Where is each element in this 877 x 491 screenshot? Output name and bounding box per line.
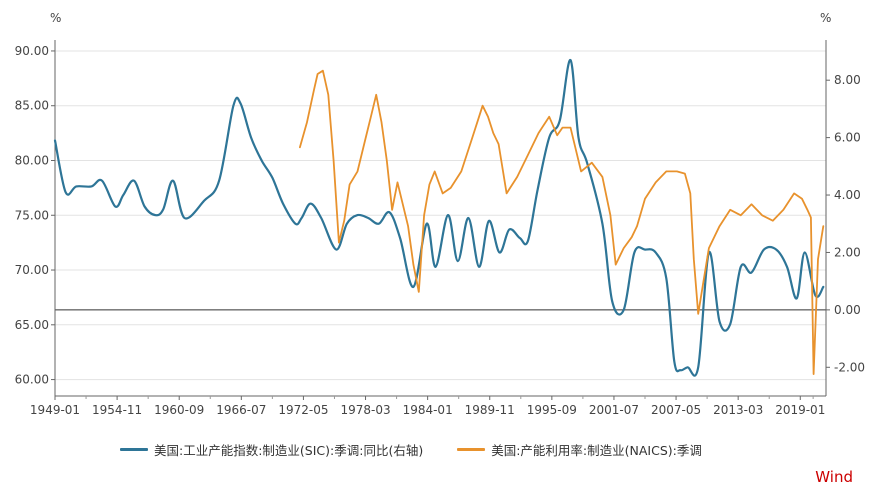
x-tick-label-6: 1984-01 <box>403 403 453 417</box>
left-axis-unit: % <box>50 11 61 25</box>
x-tick-label-3: 1966-07 <box>216 403 266 417</box>
left-tick-label-5: 85.00 <box>15 99 49 113</box>
legend-swatch-capacity-index <box>120 447 148 451</box>
left-tick-label-6: 90.00 <box>15 44 49 58</box>
wind-watermark: Wind <box>815 468 853 486</box>
x-tick-label-5: 1978-03 <box>340 403 390 417</box>
x-tick-label-9: 2001-07 <box>589 403 639 417</box>
x-tick-label-2: 1960-09 <box>154 403 204 417</box>
legend-item-capacity-index[interactable]: 美国:工业产能指数:制造业(SIC):季调:同比(右轴) <box>120 440 423 459</box>
right-tick-label-4: 6.00 <box>834 131 861 145</box>
x-tick-label-11: 2013-03 <box>713 403 763 417</box>
x-tick-label-7: 1989-11 <box>465 403 515 417</box>
right-tick-label-1: 0.00 <box>834 303 861 317</box>
legend-swatch-utilization-rate <box>457 447 486 451</box>
left-tick-label-3: 75.00 <box>15 208 49 222</box>
right-tick-label-2: 2.00 <box>834 245 861 259</box>
right-tick-label-3: 4.00 <box>834 188 861 202</box>
x-tick-label-0: 1949-01 <box>30 403 80 417</box>
left-tick-label-2: 70.00 <box>15 263 49 277</box>
left-tick-label-1: 65.00 <box>15 318 49 332</box>
axis-layer: 60.00 65.00 70.00 75.00 80.00 85.00 90.00 -2.00… <box>15 40 865 417</box>
legend-item-utilization-rate[interactable]: 美国:产能利用率:制造业(NAICS):季调 <box>457 440 702 459</box>
x-tick-label-10: 2007-05 <box>651 403 701 417</box>
x-tick-label-8: 1995-09 <box>527 403 577 417</box>
right-tick-label-5: 8.00 <box>834 73 861 87</box>
series-line-0 <box>53 58 825 377</box>
grid-layer <box>55 50 826 381</box>
legend-label-capacity-index: 美国:工业产能指数:制造业(SIC):季调:同比(右轴) <box>154 442 424 458</box>
series-line-1 <box>299 69 825 375</box>
left-tick-label-4: 80.00 <box>15 153 49 167</box>
series-layer <box>53 58 825 377</box>
legend-label-utilization-rate: 美国:产能利用率:制造业(NAICS):季调 <box>491 442 702 458</box>
x-tick-label-1: 1954-11 <box>92 403 142 417</box>
x-tick-label-4: 1972-05 <box>278 403 328 417</box>
right-axis-unit: % <box>820 11 831 25</box>
legend: 美国:工业产能指数:制造业(SIC):季调:同比(右轴) 美国:产能利用率:制造… <box>120 438 736 460</box>
x-tick-label-12: 2019-01 <box>775 403 825 417</box>
right-tick-label-0: -2.00 <box>834 360 865 374</box>
left-tick-label-0: 60.00 <box>15 373 49 387</box>
